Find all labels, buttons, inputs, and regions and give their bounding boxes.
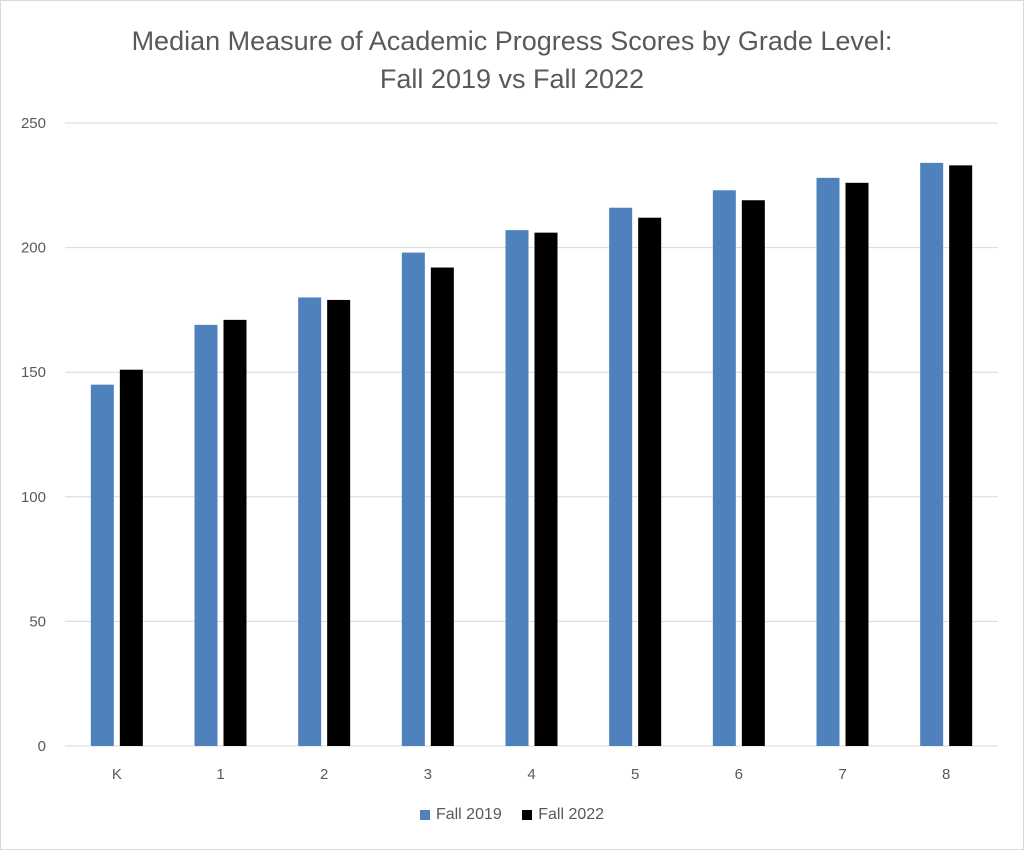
chart-title-line2: Fall 2019 vs Fall 2022 <box>379 64 645 94</box>
legend-label-series-1: Fall 2019 <box>435 806 502 823</box>
x-tick-label: 6 <box>735 766 743 783</box>
bar-series-2-2 <box>327 299 351 746</box>
chart-title-line1: Median Measure of Academic Progress Scor… <box>131 26 893 56</box>
bar-series-2-5 <box>638 217 662 747</box>
legend-swatch-series-1 <box>419 810 430 820</box>
legend: Fall 2019 Fall 2022 <box>0 806 1024 825</box>
legend-label-series-2: Fall 2022 <box>538 806 605 823</box>
bar-series-1-3 <box>401 252 425 747</box>
bar-series-2-1 <box>223 319 247 746</box>
bar-series-1-6 <box>712 190 736 746</box>
bar-series-1-7 <box>816 177 840 747</box>
y-tick-label: 100 <box>21 489 46 506</box>
bar-series-2-4 <box>534 232 558 746</box>
legend-item-series-2: Fall 2022 <box>522 806 604 824</box>
bar-series-1-5 <box>609 207 633 746</box>
y-tick-label: 50 <box>29 613 46 630</box>
bar-series-2-6 <box>741 200 765 746</box>
bar-series-1-8 <box>920 162 944 746</box>
bar-series-1-4 <box>505 230 529 746</box>
y-axis-tick-labels: 0 50 100 150 200 250 <box>21 115 46 755</box>
x-tick-label: 1 <box>216 766 224 783</box>
x-tick-label: 8 <box>942 766 950 783</box>
bar-series-2-3 <box>430 267 454 746</box>
chart-title: Median Measure of Academic Progress Scor… <box>0 22 1024 98</box>
bar-series-2-7 <box>845 182 869 747</box>
x-tick-label: 5 <box>631 766 639 783</box>
bar-series-2-K <box>119 369 143 746</box>
bar-series-2-8 <box>949 165 973 746</box>
x-tick-label: 7 <box>838 766 846 783</box>
x-axis-tick-labels: K 1 2 3 4 5 6 7 8 <box>112 766 951 783</box>
y-tick-label: 150 <box>21 364 46 381</box>
y-tick-label: 0 <box>38 738 46 755</box>
legend-swatch-series-2 <box>522 810 533 820</box>
bar-series-1-K <box>90 384 114 746</box>
y-tick-label: 250 <box>21 115 46 132</box>
gridlines <box>65 122 998 747</box>
bar-series-1-2 <box>298 297 322 746</box>
legend-item-series-1: Fall 2019 <box>419 806 502 824</box>
bar-series-1-1 <box>194 324 218 746</box>
y-tick-label: 200 <box>21 240 46 257</box>
x-tick-label: 4 <box>527 766 535 783</box>
x-tick-label: 2 <box>320 766 328 783</box>
x-tick-label: K <box>112 766 122 783</box>
x-tick-label: 3 <box>424 766 432 783</box>
bars <box>90 162 973 747</box>
